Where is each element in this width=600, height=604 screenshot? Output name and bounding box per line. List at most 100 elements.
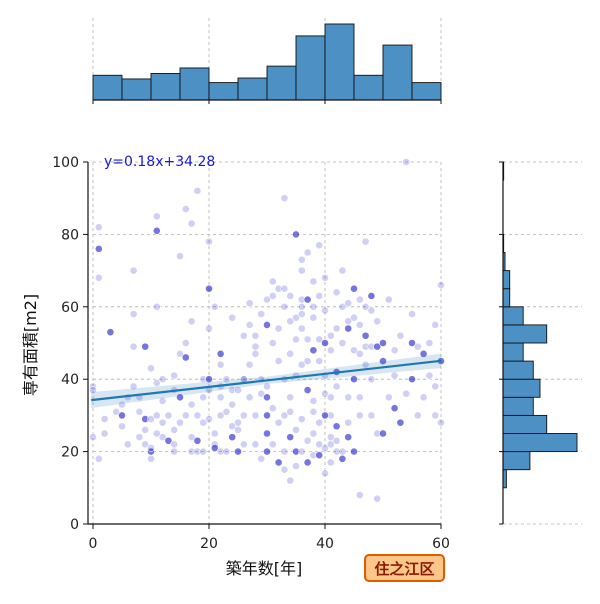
scatter-point: [344, 433, 353, 442]
x-tick-label: 40: [316, 536, 334, 552]
y-histogram-bar: [502, 378, 541, 398]
scatter-point: [210, 444, 219, 452]
ward-badge-label: 住之江区: [374, 560, 434, 578]
scatter-point: [344, 317, 353, 326]
scatter-point: [147, 454, 155, 463]
scatter-point: [100, 415, 109, 423]
scatter-point: [408, 310, 416, 318]
scatter-point: [263, 429, 271, 438]
scatter-point: [147, 364, 155, 373]
y-histogram-bar: [502, 342, 524, 362]
scatter-point: [152, 378, 161, 387]
scatter-point: [152, 302, 161, 311]
x-histogram-bar: [353, 74, 384, 101]
regression-line: [91, 359, 442, 402]
scatter-point: [384, 295, 393, 304]
x-histogram-bar: [150, 72, 181, 101]
scatter-point: [292, 462, 300, 470]
scatter-point: [297, 255, 306, 264]
scatter-point: [234, 386, 242, 394]
scatter-point: [350, 346, 358, 355]
scatter-point: [239, 440, 248, 449]
scatter-point: [321, 444, 329, 452]
scatter-point: [251, 411, 260, 420]
scatter-point: [274, 324, 283, 333]
scatter-point: [170, 371, 179, 380]
scatter-point: [129, 342, 138, 351]
scatter-point: [118, 422, 126, 431]
scatter-point: [303, 436, 312, 445]
scatter-point: [292, 313, 300, 322]
scatter-point: [193, 187, 202, 195]
scatter-point: [263, 411, 271, 420]
scatter-point: [286, 393, 295, 402]
scatter-point: [355, 491, 364, 499]
x-histogram-bar: [266, 65, 297, 101]
scatter-point: [141, 425, 150, 434]
scatter-point: [367, 306, 376, 315]
scatter-point: [263, 382, 271, 391]
scatter-point: [181, 339, 190, 347]
scatter-point: [413, 342, 422, 351]
scatter-point: [141, 415, 150, 423]
scatter-point: [303, 295, 312, 304]
scatter-point: [326, 393, 335, 402]
y-histogram-bar: [502, 433, 578, 453]
scatter-point: [118, 411, 126, 420]
y-tick-label: 100: [52, 155, 79, 171]
y-histogram-bar: [502, 324, 548, 344]
scatter-point: [199, 393, 208, 402]
scatter-point: [170, 447, 179, 456]
scatter-point: [170, 440, 179, 449]
scatter-point: [350, 375, 358, 384]
scatter-point: [309, 313, 318, 322]
scatter-point: [176, 252, 184, 261]
scatter-point: [210, 429, 219, 438]
scatter-point: [344, 393, 353, 402]
scatter-point: [205, 415, 213, 423]
y-axis-title: 専有面積[m2]: [21, 294, 40, 396]
scatter-point: [379, 357, 387, 365]
scatter-point: [257, 310, 266, 318]
scatter-point: [413, 411, 422, 420]
scatter-point: [89, 386, 97, 394]
scatter-point: [216, 447, 225, 456]
x-histogram-bar: [237, 77, 268, 101]
x-histogram-bar: [208, 82, 239, 101]
scatter-point: [361, 342, 370, 351]
scatter-point: [303, 357, 312, 365]
scatter-point: [332, 288, 341, 297]
scatter-point: [216, 349, 225, 358]
scatter-point: [100, 429, 109, 438]
scatter-point: [274, 418, 283, 427]
scatter-point: [321, 469, 329, 478]
scatter-point: [350, 447, 358, 456]
scatter-point: [373, 317, 382, 326]
scatter-point: [321, 411, 329, 420]
scatter-point: [222, 375, 231, 384]
scatter-point: [425, 371, 434, 380]
scatter-point: [263, 320, 271, 329]
scatter-point: [286, 433, 295, 442]
scatter-point: [402, 158, 411, 166]
scatter-point: [245, 299, 254, 308]
x-histogram-bar: [179, 67, 210, 101]
scatter-point: [94, 223, 103, 232]
scatter-point: [257, 389, 266, 398]
scatter-point: [199, 447, 208, 456]
scatter-point: [106, 328, 115, 337]
scatter-point: [239, 411, 248, 420]
y-tick-label: 40: [61, 372, 79, 388]
scatter-point: [303, 386, 312, 394]
scatter-point: [158, 433, 167, 442]
ward-badge-box: [364, 554, 445, 582]
scatter-point: [187, 317, 196, 326]
scatter-point: [338, 302, 347, 311]
scatter-point: [315, 292, 324, 300]
scatter-point: [152, 226, 161, 235]
scatter-point: [326, 440, 335, 449]
scatter-point: [274, 284, 283, 293]
scatter-point: [123, 440, 132, 449]
scatter-point: [187, 433, 196, 442]
scatter-point: [315, 241, 324, 250]
